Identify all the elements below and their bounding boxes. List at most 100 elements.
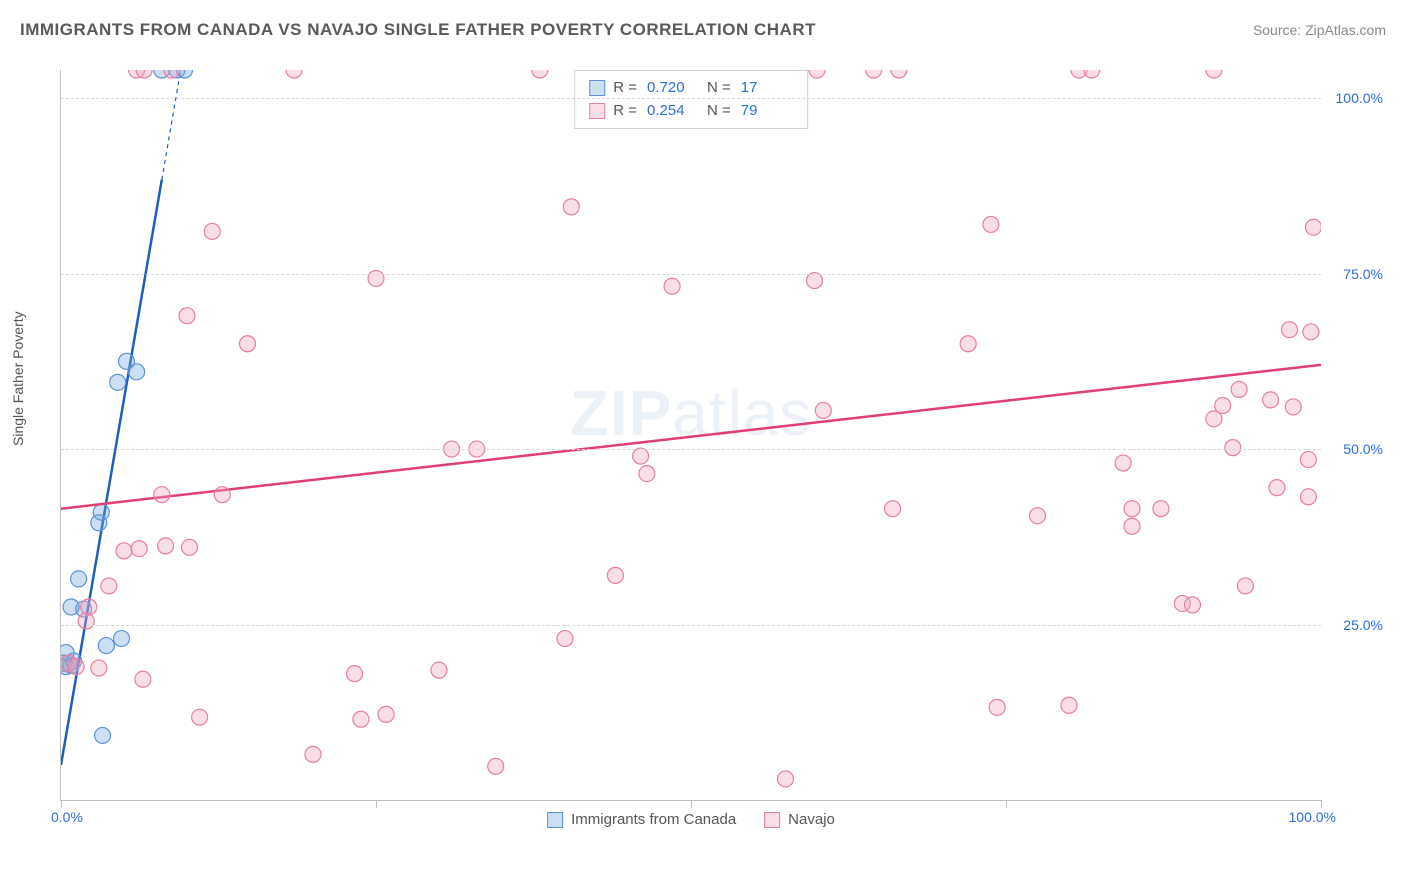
x-axis-tick [376,800,377,808]
y-axis-tick-label: 50.0% [1343,441,1383,457]
data-point [1061,697,1077,713]
data-point [488,758,504,774]
x-axis-tick [61,800,62,808]
data-point [1263,392,1279,408]
data-point [95,727,111,743]
series-legend: Immigrants from Canada Navajo [547,811,835,828]
data-point [532,70,548,78]
y-axis-tick-label: 100.0% [1336,90,1383,106]
data-point [110,374,126,390]
legend-swatch [547,812,563,828]
data-point [93,504,109,520]
x-axis-tick [1321,800,1322,808]
data-point [563,199,579,215]
data-point [806,273,822,289]
data-point [1124,501,1140,517]
data-point [119,353,135,369]
data-point [891,70,907,78]
data-point [557,631,573,647]
x-axis-tick [1006,800,1007,808]
data-point [885,501,901,517]
x-axis-min-label: 0.0% [51,809,83,825]
data-point [866,70,882,78]
data-point [204,223,220,239]
data-point [113,631,129,647]
data-point [989,699,1005,715]
data-point [1084,70,1100,78]
data-point [179,308,195,324]
scatter-svg [61,70,1321,800]
trend-line [61,365,1321,509]
data-point [78,613,94,629]
legend-item: Navajo [764,811,835,828]
data-point [98,638,114,654]
data-point [983,216,999,232]
legend-r-value: 0.254 [647,100,699,123]
x-axis-max-label: 100.0% [1289,809,1336,825]
data-point [1282,322,1298,338]
data-point [1030,508,1046,524]
data-point [91,660,107,676]
legend-row: R = 0.254 N = 79 [589,100,793,123]
data-point [1300,489,1316,505]
legend-swatch [764,812,780,828]
data-point [607,567,623,583]
data-point [214,487,230,503]
data-point [286,70,302,78]
correlation-legend: R =0.720N =17R =0.254N =79 [574,70,808,129]
data-point [63,599,79,615]
gridline [61,274,1321,275]
data-point [431,662,447,678]
legend-swatch [589,103,605,119]
data-point [239,336,255,352]
data-point [81,599,97,615]
data-point [960,336,976,352]
data-point [158,538,174,554]
legend-label: Immigrants from Canada [571,811,736,828]
trend-line-dashed [162,70,181,180]
gridline [61,98,1321,99]
data-point [1305,219,1321,235]
data-point [1237,578,1253,594]
gridline [61,449,1321,450]
legend-n-label: N = [707,100,731,123]
gridline [61,625,1321,626]
y-axis-tick-label: 25.0% [1343,617,1383,633]
data-point [1285,399,1301,415]
data-point [1300,452,1316,468]
data-point [68,659,84,675]
data-point [154,487,170,503]
data-point [353,711,369,727]
data-point [1153,501,1169,517]
data-point [305,746,321,762]
data-point [135,671,151,687]
legend-n-value: 79 [741,100,793,123]
data-point [131,541,147,557]
y-axis-title: Single Father Poverty [10,311,26,446]
data-point [1215,398,1231,414]
data-point [815,402,831,418]
data-point [1269,480,1285,496]
data-point [182,539,198,555]
data-point [347,666,363,682]
data-point [1206,70,1222,78]
source-attribution: Source: ZipAtlas.com [1253,22,1386,38]
data-point [809,70,825,78]
data-point [1184,597,1200,613]
data-point [1225,440,1241,456]
data-point [1124,518,1140,534]
chart-plot-area: ZIPatlas R =0.720N =17R =0.254N =79 Immi… [60,70,1321,801]
chart-title: IMMIGRANTS FROM CANADA VS NAVAJO SINGLE … [20,20,816,40]
data-point [1115,455,1131,471]
data-point [1231,381,1247,397]
data-point [1303,324,1319,340]
data-point [778,771,794,787]
legend-item: Immigrants from Canada [547,811,736,828]
legend-swatch [589,80,605,96]
x-axis-tick [691,800,692,808]
legend-r-label: R = [613,77,637,100]
data-point [101,578,117,594]
y-axis-tick-label: 75.0% [1343,266,1383,282]
legend-r-label: R = [613,100,637,123]
data-point [639,466,655,482]
